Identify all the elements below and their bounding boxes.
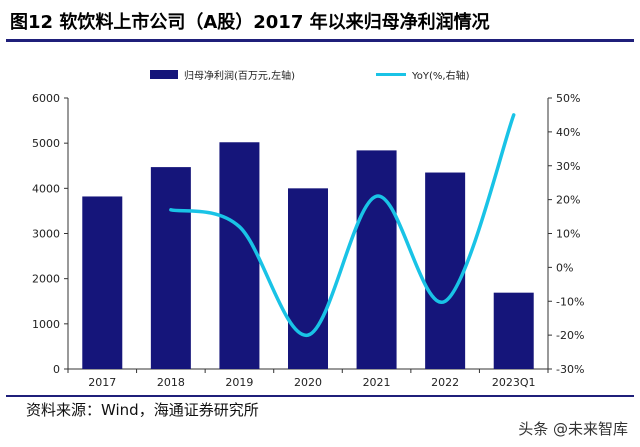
right-tick-label: 30% [556,160,580,173]
source-note: 资料来源：Wind，海通证券研究所 [26,401,259,419]
left-tick-label: 4000 [32,182,60,195]
left-tick-label: 5000 [32,137,60,150]
legend-line-label: YoY(%,右轴) [411,69,470,82]
bar [493,292,534,369]
right-tick-label: 20% [556,194,580,207]
x-tick-label: 2021 [363,376,391,389]
bar [150,167,191,369]
yoy-line [169,113,516,337]
right-tick-label: 0% [556,261,573,274]
right-tick-label: 10% [556,228,580,241]
title-rule [6,39,634,42]
right-tick-label: -10% [556,295,584,308]
left-tick-label: 3000 [32,228,60,241]
left-tick-label: 0 [53,363,60,376]
watermark: 头条 @未来智库 [518,418,628,439]
bar [82,196,123,369]
legend-bar-swatch [150,70,178,79]
x-tick-label: 2022 [431,376,459,389]
legend-bar-label: 归母净利润(百万元,左轴) [184,69,295,82]
right-tick-label: -20% [556,329,584,342]
left-tick-label: 1000 [32,318,60,331]
right-tick-label: 50% [556,92,580,105]
bar [356,150,397,369]
right-tick-label: -30% [556,363,584,376]
axes: 0 1000 2000 3000 4000 5000 6000 -30% -20% -10% 0% 1… [32,92,584,389]
chart-title: 图12 软饮料上市公司（A股）2017 年以来归母净利润情况 [10,12,490,33]
bar [219,142,260,369]
left-tick-label: 6000 [32,92,60,105]
x-tick-label: 2018 [157,376,185,389]
right-tick-label: 40% [556,126,580,139]
bar-series [82,142,534,369]
x-tick-label: 2019 [225,376,253,389]
x-tick-label: 2023Q1 [492,376,536,389]
chart: 归母净利润(百万元,左轴) YoY(%,右轴) 0 1000 2000 3000 4000… [32,69,584,389]
bar [425,172,466,369]
left-tick-label: 2000 [32,273,60,286]
bar [288,188,328,369]
legend: 归母净利润(百万元,左轴) YoY(%,右轴) [150,69,470,82]
line-series [169,113,516,337]
x-tick-label: 2020 [294,376,322,389]
source-rule [6,395,634,397]
watermark-text: 头条 @未来智库 [518,420,628,438]
x-tick-label: 2017 [88,376,116,389]
